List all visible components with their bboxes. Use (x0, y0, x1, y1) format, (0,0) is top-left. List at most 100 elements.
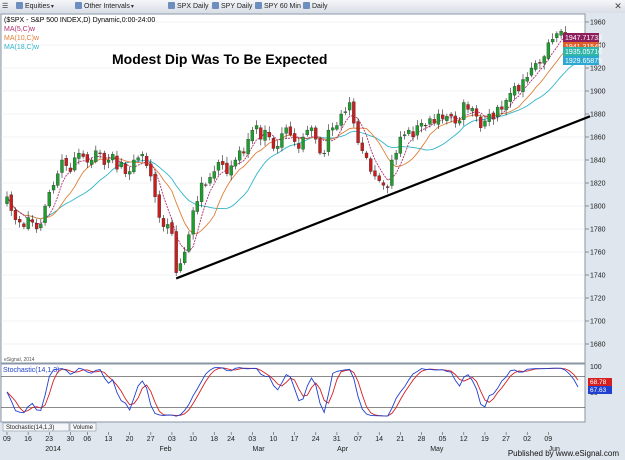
candle-body (445, 116, 449, 121)
candle-body (267, 132, 271, 138)
candle-body (13, 210, 18, 220)
price-tag: 1935.05716 (565, 49, 602, 56)
candle-body (546, 42, 551, 59)
x-tick-label: 02 (523, 436, 531, 443)
candle-body (39, 224, 43, 229)
x-tick-label: 20 (126, 436, 134, 443)
footer-credit: Published by www.eSignal.com (507, 449, 619, 458)
candle-body (415, 125, 419, 136)
x-tick-label: 27 (147, 436, 155, 443)
y-tick-label: 1720 (590, 296, 606, 303)
candle-body (305, 129, 309, 135)
candle-body (360, 142, 364, 151)
candle-body (106, 159, 111, 163)
close-icon[interactable]: ✕ (614, 1, 622, 11)
moving-average-line (6, 35, 579, 252)
candle-body (191, 210, 195, 235)
candle-body (26, 217, 30, 229)
candle-body (398, 136, 403, 154)
equities-icon (16, 2, 23, 9)
chart-annotation: Modest Dip Was To Be Expected (112, 51, 327, 67)
stoch-tag: 67.63 (590, 387, 607, 394)
candle-body (132, 159, 136, 173)
candle-body (263, 129, 267, 141)
x-tick-label: 24 (312, 436, 320, 443)
y-tick-label: 1760 (590, 250, 606, 257)
candle-body (195, 201, 199, 212)
candle-body (34, 222, 39, 230)
x-tick-label: 31 (333, 436, 341, 443)
candle-body (204, 184, 208, 186)
price-tags: 1947.71733 1941.31545 1935.05716 1929.65… (563, 33, 602, 65)
candle-body (449, 113, 453, 117)
candle-body (56, 173, 60, 186)
candle-body (115, 155, 119, 170)
candle-body (170, 222, 174, 234)
candle-body (47, 192, 51, 207)
candle-body (250, 129, 254, 142)
tab-volume-label: Volume (73, 425, 94, 431)
toolbar-menu-icon[interactable]: ☰ (2, 3, 9, 10)
candle-body (254, 125, 259, 130)
candle-body (487, 113, 491, 122)
x-tick-label: 09 (3, 436, 11, 443)
x-tick-label: 17 (291, 436, 299, 443)
candle-body (102, 152, 106, 165)
y-tick-label: 1780 (590, 227, 606, 234)
candle-body (276, 146, 280, 149)
stochastic-tags: 68.78 67.63 (588, 378, 612, 394)
candle-body (512, 86, 517, 96)
y-tick-label: 1820 (590, 181, 606, 188)
candle-body (453, 115, 457, 124)
chevron-down-icon: ▾ (130, 4, 134, 10)
candle-body (297, 143, 301, 149)
candle-body (301, 136, 305, 150)
candle-body (199, 182, 204, 202)
candle-body (521, 79, 525, 92)
stochastic-panel (0, 363, 586, 423)
candle-body (466, 104, 470, 110)
candle-body (517, 85, 521, 92)
x-month-label: 2014 (45, 446, 61, 453)
x-tick-label: 21 (396, 436, 404, 443)
candle-body (51, 185, 56, 191)
candle-body (538, 62, 542, 64)
toolbar-spx-daily-button[interactable]: SPX Daily (168, 2, 209, 11)
x-tick-label: 30 (66, 436, 74, 443)
toolbar-equities-button[interactable]: Equities▾ (16, 2, 54, 11)
candle-body (504, 100, 508, 111)
candle-body (73, 157, 77, 171)
candle-body (386, 186, 390, 188)
toolbar-other-intervals-button[interactable]: Other Intervals▾ (75, 2, 134, 11)
candle-body (259, 127, 263, 140)
toolbar: ☰ Equities▾ Other Intervals▾ SPX Daily S… (0, 0, 625, 14)
x-tick-label: 14 (375, 436, 383, 443)
candle-body (441, 114, 445, 119)
tab-stochastic[interactable] (2, 422, 70, 432)
bottom-tabs: Stochastic(14,1,3) Volume (2, 422, 97, 432)
candle-body (161, 218, 166, 227)
candle-body (292, 133, 297, 142)
y-tick-label: 1800 (590, 204, 606, 211)
toolbar-spy-daily-button[interactable]: SPY Daily (212, 2, 252, 11)
stoch-tag: 68.78 (590, 379, 607, 386)
candle-body (233, 159, 238, 167)
candle-body (242, 151, 246, 154)
candle-body (111, 154, 115, 161)
candle-body (9, 194, 13, 211)
y-tick-label: 1740 (590, 273, 606, 280)
stoch-y-tick-label: 100 (590, 364, 602, 371)
candle-body (352, 101, 356, 124)
toolbar-daily-button[interactable]: Daily (303, 2, 328, 11)
x-month-label: Apr (337, 446, 349, 453)
x-tick-label: 05 (439, 436, 447, 443)
tab-stochastic-label: Stochastic(14,1,3) (6, 425, 54, 431)
candle-body (474, 108, 479, 117)
tab-volume[interactable] (69, 422, 97, 432)
x-tick-label: 23 (45, 436, 53, 443)
candle-body (140, 154, 144, 157)
toolbar-spy-60min-button[interactable]: SPY 60 Min (255, 2, 301, 11)
candle-body (157, 194, 161, 218)
candle-body (288, 126, 293, 135)
x-tick-label: 13 (105, 436, 113, 443)
